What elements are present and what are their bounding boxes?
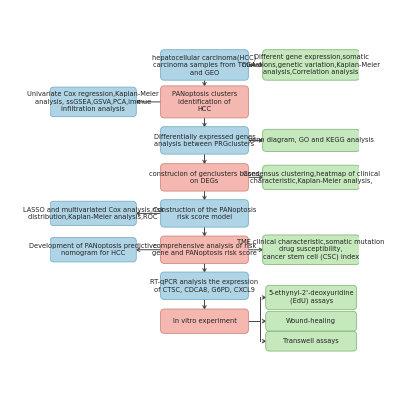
FancyBboxPatch shape — [160, 272, 249, 300]
Text: Differentially expressed genes
analysis between PRGclusters: Differentially expressed genes analysis … — [154, 134, 255, 147]
Text: Construction of the PANoptosis
risk score model: Construction of the PANoptosis risk scor… — [153, 207, 256, 220]
Text: Development of PANoptosis predictive
nomogram for HCC: Development of PANoptosis predictive nom… — [29, 243, 157, 256]
FancyBboxPatch shape — [263, 129, 360, 152]
Text: comprehensive analysis of risk
gene and PANoptosis risk score: comprehensive analysis of risk gene and … — [152, 243, 257, 256]
Text: hepatocellular carcinoma(HCC)
carcinoma samples from TCGA
and GEO: hepatocellular carcinoma(HCC) carcinoma … — [152, 54, 257, 76]
Text: Univariate Cox regression,Kaplan-Meier
analysis, ssGSEA,GSVA,PCA,immue
infiltrat: Univariate Cox regression,Kaplan-Meier a… — [27, 92, 159, 112]
FancyBboxPatch shape — [160, 127, 249, 154]
Text: construcion of genclusters based
on DEGs: construcion of genclusters based on DEGs — [149, 171, 260, 184]
FancyBboxPatch shape — [266, 285, 357, 310]
FancyBboxPatch shape — [263, 165, 360, 190]
Text: TME,clinical characteristic,somatic mutation
drug susceptibility,
cancer stem ce: TME,clinical characteristic,somatic muta… — [237, 239, 385, 260]
Text: Wound-healing: Wound-healing — [286, 318, 336, 324]
FancyBboxPatch shape — [160, 200, 249, 227]
Text: In vitro experiment: In vitro experiment — [172, 318, 237, 324]
Text: Venn diagram, GO and KEGG analysis: Venn diagram, GO and KEGG analysis — [248, 138, 374, 144]
FancyBboxPatch shape — [160, 309, 249, 333]
FancyBboxPatch shape — [263, 50, 360, 80]
FancyBboxPatch shape — [266, 331, 357, 351]
FancyBboxPatch shape — [160, 164, 249, 191]
FancyBboxPatch shape — [50, 201, 136, 226]
Text: RT-qPCR analysis the expression
of CTSC, CDCA8, G6PD, CXCL9: RT-qPCR analysis the expression of CTSC,… — [150, 279, 259, 292]
FancyBboxPatch shape — [263, 235, 360, 264]
FancyBboxPatch shape — [160, 86, 249, 118]
Text: LASSO and multivariated Cox analysis,risk
distribution,Kaplan-Meier analysis,ROC: LASSO and multivariated Cox analysis,ris… — [23, 207, 164, 220]
Text: Different gene expression,somatic
mutations,genetic variation,Kaplan-Meier
analy: Different gene expression,somatic mutati… — [242, 54, 380, 76]
Text: Consensus clustering,heatmap of clinical
characteristic,Kaplan-Meier analysis,: Consensus clustering,heatmap of clinical… — [243, 171, 380, 184]
FancyBboxPatch shape — [50, 238, 136, 262]
Text: PANoptosis clusters
identification of
HCC: PANoptosis clusters identification of HC… — [172, 92, 237, 112]
FancyBboxPatch shape — [266, 311, 357, 331]
FancyBboxPatch shape — [160, 236, 249, 264]
FancyBboxPatch shape — [160, 50, 249, 80]
Text: Transwell assays: Transwell assays — [283, 338, 339, 344]
FancyBboxPatch shape — [50, 87, 136, 117]
Text: 5-ethynyl-2'-deoxyuridine
(EdU) assays: 5-ethynyl-2'-deoxyuridine (EdU) assays — [269, 290, 354, 304]
